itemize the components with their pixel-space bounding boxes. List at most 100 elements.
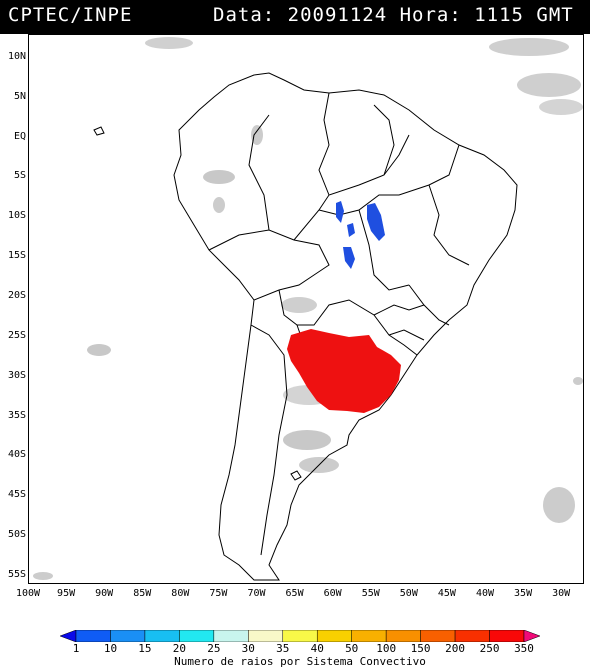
colorbar-tick-label: 15 bbox=[138, 642, 152, 655]
lon-tick-label: 90W bbox=[95, 588, 114, 599]
lat-tick-label: 10N bbox=[7, 50, 26, 62]
colorbar-tick-label: 350 bbox=[514, 642, 534, 655]
lon-tick-label: 95W bbox=[57, 588, 76, 599]
lon-tick-label: 30W bbox=[552, 588, 571, 599]
lon-tick-label: 70W bbox=[247, 588, 266, 599]
lon-tick-label: 45W bbox=[437, 588, 456, 599]
colorbar-arrow-low bbox=[60, 630, 77, 642]
lat-tick-label: 5S bbox=[13, 170, 26, 182]
cloud-patch bbox=[489, 38, 569, 56]
cloud-patch bbox=[213, 197, 225, 213]
cloud-patch bbox=[539, 99, 583, 115]
colorbar-segment bbox=[489, 630, 525, 642]
lon-tick-label: 55W bbox=[361, 588, 380, 599]
border-line bbox=[358, 209, 410, 291]
colorbar-title: Numero de raios por Sistema Convectivo bbox=[174, 655, 426, 668]
colorbar-tick-label: 25 bbox=[207, 642, 221, 655]
border-line bbox=[318, 92, 330, 196]
border-line bbox=[248, 114, 270, 231]
colorbar-segment bbox=[316, 630, 352, 642]
colorbar-segment bbox=[179, 630, 215, 642]
cloud-patch bbox=[251, 125, 263, 145]
border-line bbox=[408, 284, 450, 326]
border-line bbox=[250, 324, 288, 556]
map-frame bbox=[28, 34, 584, 584]
colorbar-segment bbox=[144, 630, 180, 642]
header-source: CPTEC/INPE bbox=[8, 4, 133, 26]
lat-tick-label: 20S bbox=[7, 290, 26, 302]
colorbar bbox=[60, 630, 540, 642]
cloud-patch bbox=[281, 297, 317, 313]
lon-tick-label: 75W bbox=[209, 588, 228, 599]
convective-system-blue bbox=[343, 247, 355, 269]
colorbar-tick-label: 10 bbox=[103, 642, 118, 655]
header-bar: CPTEC/INPE Data: 20091124 Hora: 1115 GMT bbox=[0, 0, 590, 34]
border-line bbox=[373, 104, 395, 176]
border-line bbox=[373, 304, 425, 316]
colorbar-tick-label: 100 bbox=[376, 642, 397, 655]
convective-system-blue bbox=[336, 201, 344, 223]
lat-tick-label: 25S bbox=[7, 329, 26, 341]
colorbar-segment bbox=[282, 630, 318, 642]
cloud-patch bbox=[543, 487, 575, 523]
lon-tick-label: 40W bbox=[475, 588, 495, 599]
colorbar-arrow-high bbox=[523, 630, 540, 642]
lon-tick-label: 50W bbox=[399, 588, 418, 599]
colorbar-tick-label: 50 bbox=[345, 642, 359, 655]
lat-tick-label: 50S bbox=[7, 529, 26, 541]
border-line bbox=[278, 289, 418, 356]
colorbar-tick-label: 150 bbox=[410, 642, 431, 655]
border-line bbox=[253, 239, 330, 301]
convective-systems bbox=[287, 201, 401, 413]
cloud-patch bbox=[573, 377, 583, 385]
border-line bbox=[208, 134, 410, 251]
colorbar-tick-label: 40 bbox=[310, 642, 324, 655]
colorbar-segment bbox=[420, 630, 456, 642]
lon-tick-label: 60W bbox=[323, 588, 342, 599]
border-line bbox=[428, 184, 470, 266]
colorbar-tick-label: 200 bbox=[445, 642, 465, 655]
lat-tick-label: EQ bbox=[13, 130, 26, 142]
colorbar-segment bbox=[75, 630, 111, 642]
colorbar-segment bbox=[454, 630, 490, 642]
convective-system-blue bbox=[347, 223, 355, 237]
lat-tick-label: 15S bbox=[7, 250, 26, 262]
lat-tick-label: 10S bbox=[7, 210, 26, 222]
header-datetime: Data: 20091124 Hora: 1115 GMT bbox=[213, 4, 574, 26]
lat-tick-label: 30S bbox=[7, 369, 26, 381]
cloud-patch bbox=[33, 572, 53, 580]
cloud-patch bbox=[283, 430, 331, 450]
lat-tick-label: 5N bbox=[13, 90, 26, 102]
cloud-patch bbox=[203, 170, 235, 184]
lat-tick-label: 35S bbox=[7, 409, 26, 421]
colorbar-segment bbox=[110, 630, 146, 642]
lon-tick-label: 100W bbox=[15, 588, 41, 599]
lat-tick-label: 45S bbox=[7, 489, 26, 501]
map-canvas bbox=[33, 37, 583, 581]
lon-tick-label: 35W bbox=[514, 588, 533, 599]
lon-tick-label: 80W bbox=[171, 588, 190, 599]
colorbar-tick-label: 1 bbox=[72, 642, 80, 655]
island bbox=[290, 470, 302, 481]
cloud-layer bbox=[33, 37, 583, 580]
cloud-patch bbox=[145, 37, 193, 49]
colorbar-tick-label: 30 bbox=[241, 642, 255, 655]
colorbar-segment bbox=[385, 630, 421, 642]
convective-system-blue bbox=[367, 203, 385, 241]
convective-system-red bbox=[287, 329, 401, 413]
colorbar-segment bbox=[248, 630, 284, 642]
cloud-patch bbox=[517, 73, 581, 97]
colorbar-segment bbox=[351, 630, 387, 642]
colorbar-segment bbox=[213, 630, 249, 642]
lon-tick-label: 65W bbox=[285, 588, 304, 599]
coastline-layer bbox=[93, 72, 518, 581]
border-line bbox=[388, 329, 425, 341]
cloud-patch bbox=[87, 344, 111, 356]
island bbox=[93, 126, 105, 136]
lat-tick-label: 40S bbox=[7, 449, 26, 461]
colorbar-tick-label: 35 bbox=[276, 642, 290, 655]
lon-tick-label: 85W bbox=[133, 588, 152, 599]
colorbar-tick-label: 250 bbox=[479, 642, 500, 655]
colorbar-tick-label: 20 bbox=[172, 642, 186, 655]
lat-tick-label: 55S bbox=[7, 569, 26, 581]
